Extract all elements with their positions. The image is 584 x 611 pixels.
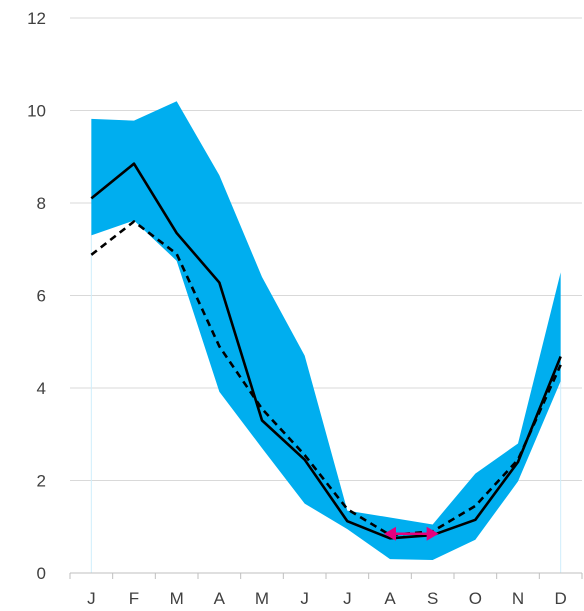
x-tick-label-8: S — [427, 589, 438, 608]
axis-layer: 0 2 4 6 8 10 12 J F M A M J J A S O N D — [27, 9, 583, 608]
annotation-arrowhead-left — [384, 526, 396, 541]
band-layer — [91, 101, 561, 561]
y-tick-label-8: 8 — [37, 194, 46, 213]
series-dashed-line — [90, 220, 562, 537]
y-tick-label-4: 4 — [37, 379, 46, 398]
x-tick-label-5: J — [300, 589, 309, 608]
x-tick-label-0: J — [87, 589, 96, 608]
x-tick-label-6: J — [343, 589, 352, 608]
y-tick-label-0: 0 — [37, 564, 46, 583]
annotation-arrowhead-right — [426, 526, 439, 541]
x-tick-label-11: D — [555, 589, 567, 608]
x-tick-label-10: N — [512, 589, 524, 608]
line-layer — [90, 162, 562, 540]
x-tick-label-3: A — [214, 589, 226, 608]
y-tick-label-12: 12 — [27, 9, 46, 28]
x-tick-label-7: A — [384, 589, 396, 608]
annotation-layer — [384, 526, 439, 541]
y-tick-label-10: 10 — [27, 102, 46, 121]
y-tick-label-6: 6 — [37, 287, 46, 306]
x-tick-label-4: M — [255, 589, 269, 608]
x-tick-label-9: O — [469, 589, 482, 608]
x-tick-label-2: M — [170, 589, 184, 608]
y-tick-label-2: 2 — [37, 472, 46, 491]
range-band — [91, 101, 561, 561]
series-solid-line — [90, 162, 562, 540]
x-tick-label-1: F — [129, 589, 139, 608]
